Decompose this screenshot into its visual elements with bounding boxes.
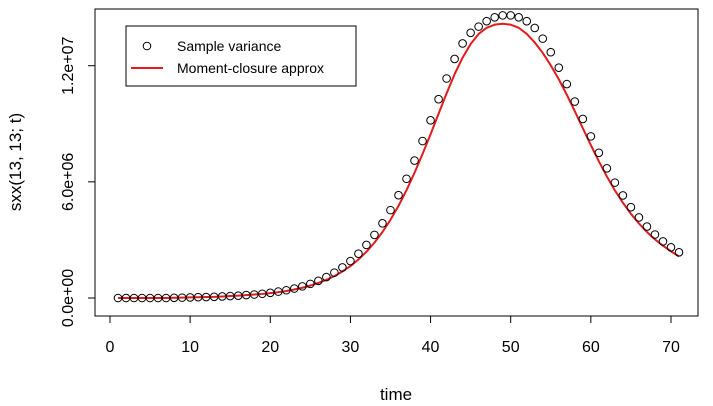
x-tick-label: 60 [582, 339, 600, 356]
sample-variance-point [522, 16, 532, 26]
legend-label-sample-variance: Sample variance [177, 38, 281, 54]
sample-variance-point [282, 285, 291, 295]
sample-variance-point [346, 256, 355, 266]
sample-variance-point [402, 174, 411, 184]
sample-variance-point [602, 164, 612, 173]
x-tick-label: 40 [422, 339, 440, 356]
sample-variance-point [474, 22, 483, 31]
sample-variance-point [410, 156, 419, 165]
sample-variance-point [634, 213, 644, 222]
sample-variance-point [394, 190, 403, 200]
sample-variance-point [498, 11, 507, 20]
sample-variance-point [626, 202, 636, 212]
y-axis: 0.0e+00 6.0e+06 1.2e+07 [60, 36, 96, 327]
sample-variance-point [290, 284, 299, 293]
sample-variance-point [546, 47, 556, 57]
sample-variance-point [578, 114, 588, 124]
sample-variance-point [306, 279, 315, 289]
legend-label-moment-closure: Moment-closure approx [177, 60, 324, 76]
legend-box [125, 25, 357, 87]
y-axis-title: sxx(13, 13; t) [6, 113, 25, 211]
x-tick-label: 0 [106, 339, 115, 356]
sample-variance-point [418, 136, 427, 146]
sample-variance-point [362, 240, 371, 250]
sample-variance-point [514, 13, 524, 22]
sample-variance-point [674, 248, 684, 257]
sample-variance-point [434, 94, 443, 104]
sample-variance-point [570, 97, 580, 106]
sample-variance-point [466, 28, 475, 38]
sample-variance-point [442, 74, 451, 83]
sample-variance-point [650, 230, 660, 239]
legend: Sample variance Moment-closure approx [125, 25, 357, 87]
sample-variance-point [314, 276, 323, 286]
sample-variance-point [562, 79, 572, 89]
sample-variance-point [618, 191, 628, 200]
y-tick-label: 1.2e+07 [60, 36, 77, 94]
sample-variance-point [322, 272, 331, 282]
sample-variance-point [338, 263, 347, 272]
sample-variance-point [257, 289, 267, 299]
sample-variance-point [658, 237, 668, 246]
x-axis: 0 10 20 30 40 50 60 70 [106, 315, 680, 356]
sample-variance-point [554, 63, 564, 72]
x-tick-label: 30 [342, 339, 360, 356]
sample-variance-point [610, 178, 620, 187]
series-line-moment-closure [118, 22, 680, 299]
sample-variance-point [386, 205, 395, 215]
y-tick-label: 0.0e+00 [60, 269, 77, 327]
sample-variance-point [586, 132, 596, 141]
sample-variance-point [666, 242, 676, 252]
series-layer [113, 11, 684, 303]
legend-marker-sample-variance [142, 41, 152, 51]
sample-variance-point [378, 218, 387, 228]
sample-variance-point [482, 16, 491, 26]
sample-variance-point [458, 39, 467, 48]
x-tick-label: 70 [662, 339, 680, 356]
sample-variance-point [330, 268, 339, 277]
sample-variance-point [265, 288, 275, 298]
x-tick-label: 20 [261, 339, 279, 356]
sample-variance-point [538, 34, 548, 43]
x-tick-label: 10 [181, 339, 199, 356]
x-axis-title: time [380, 385, 412, 404]
sample-variance-point [273, 287, 283, 296]
sample-variance-point [426, 116, 435, 125]
x-tick-label: 50 [502, 339, 520, 356]
sample-variance-point [642, 222, 652, 231]
sample-variance-point [370, 230, 379, 240]
sample-variance-point [450, 54, 459, 64]
sample-variance-point [490, 13, 499, 22]
sample-variance-point [354, 249, 363, 258]
sample-variance-point [530, 23, 540, 33]
sample-variance-point [506, 11, 516, 20]
sample-variance-point [298, 282, 307, 291]
sample-variance-point [594, 148, 604, 158]
y-tick-label: 6.0e+06 [60, 153, 77, 211]
